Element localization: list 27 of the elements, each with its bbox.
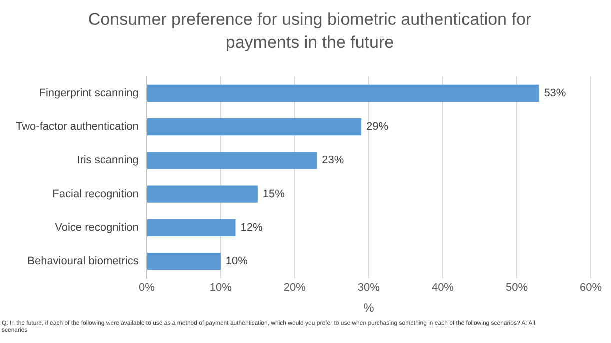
bar xyxy=(147,253,221,270)
y-tick-label: Fingerprint scanning xyxy=(39,87,139,100)
bar xyxy=(147,152,318,170)
y-tick-label: Facial recognition xyxy=(52,188,139,200)
x-axis-title: % xyxy=(364,301,375,316)
y-tick-label: Two-factor authentication xyxy=(16,121,139,134)
bar xyxy=(147,118,362,136)
y-tick-label: Voice recognition xyxy=(55,222,139,234)
data-label: 53% xyxy=(544,87,566,100)
bar xyxy=(147,84,540,102)
y-tick-label: Iris scanning xyxy=(77,154,139,167)
data-label: 12% xyxy=(240,222,263,234)
x-tick-label: 20% xyxy=(284,282,306,294)
data-label: 29% xyxy=(366,121,389,134)
data-label: 23% xyxy=(322,154,344,167)
y-tick-label: Behavioural biometrics xyxy=(28,256,140,268)
x-tick-label: 30% xyxy=(358,282,380,294)
data-label: 10% xyxy=(226,256,248,268)
bar xyxy=(147,219,236,237)
x-tick-label: 40% xyxy=(432,282,454,294)
bar xyxy=(147,186,258,203)
chart-title: Consumer preference for using biometric authentication for payments in the future xyxy=(87,9,533,54)
x-tick-label: 50% xyxy=(506,282,528,294)
data-label: 15% xyxy=(262,188,286,200)
x-tick-label: 60% xyxy=(580,282,602,294)
x-tick-label: 0% xyxy=(138,282,156,294)
x-tick-label: 10% xyxy=(210,282,232,294)
